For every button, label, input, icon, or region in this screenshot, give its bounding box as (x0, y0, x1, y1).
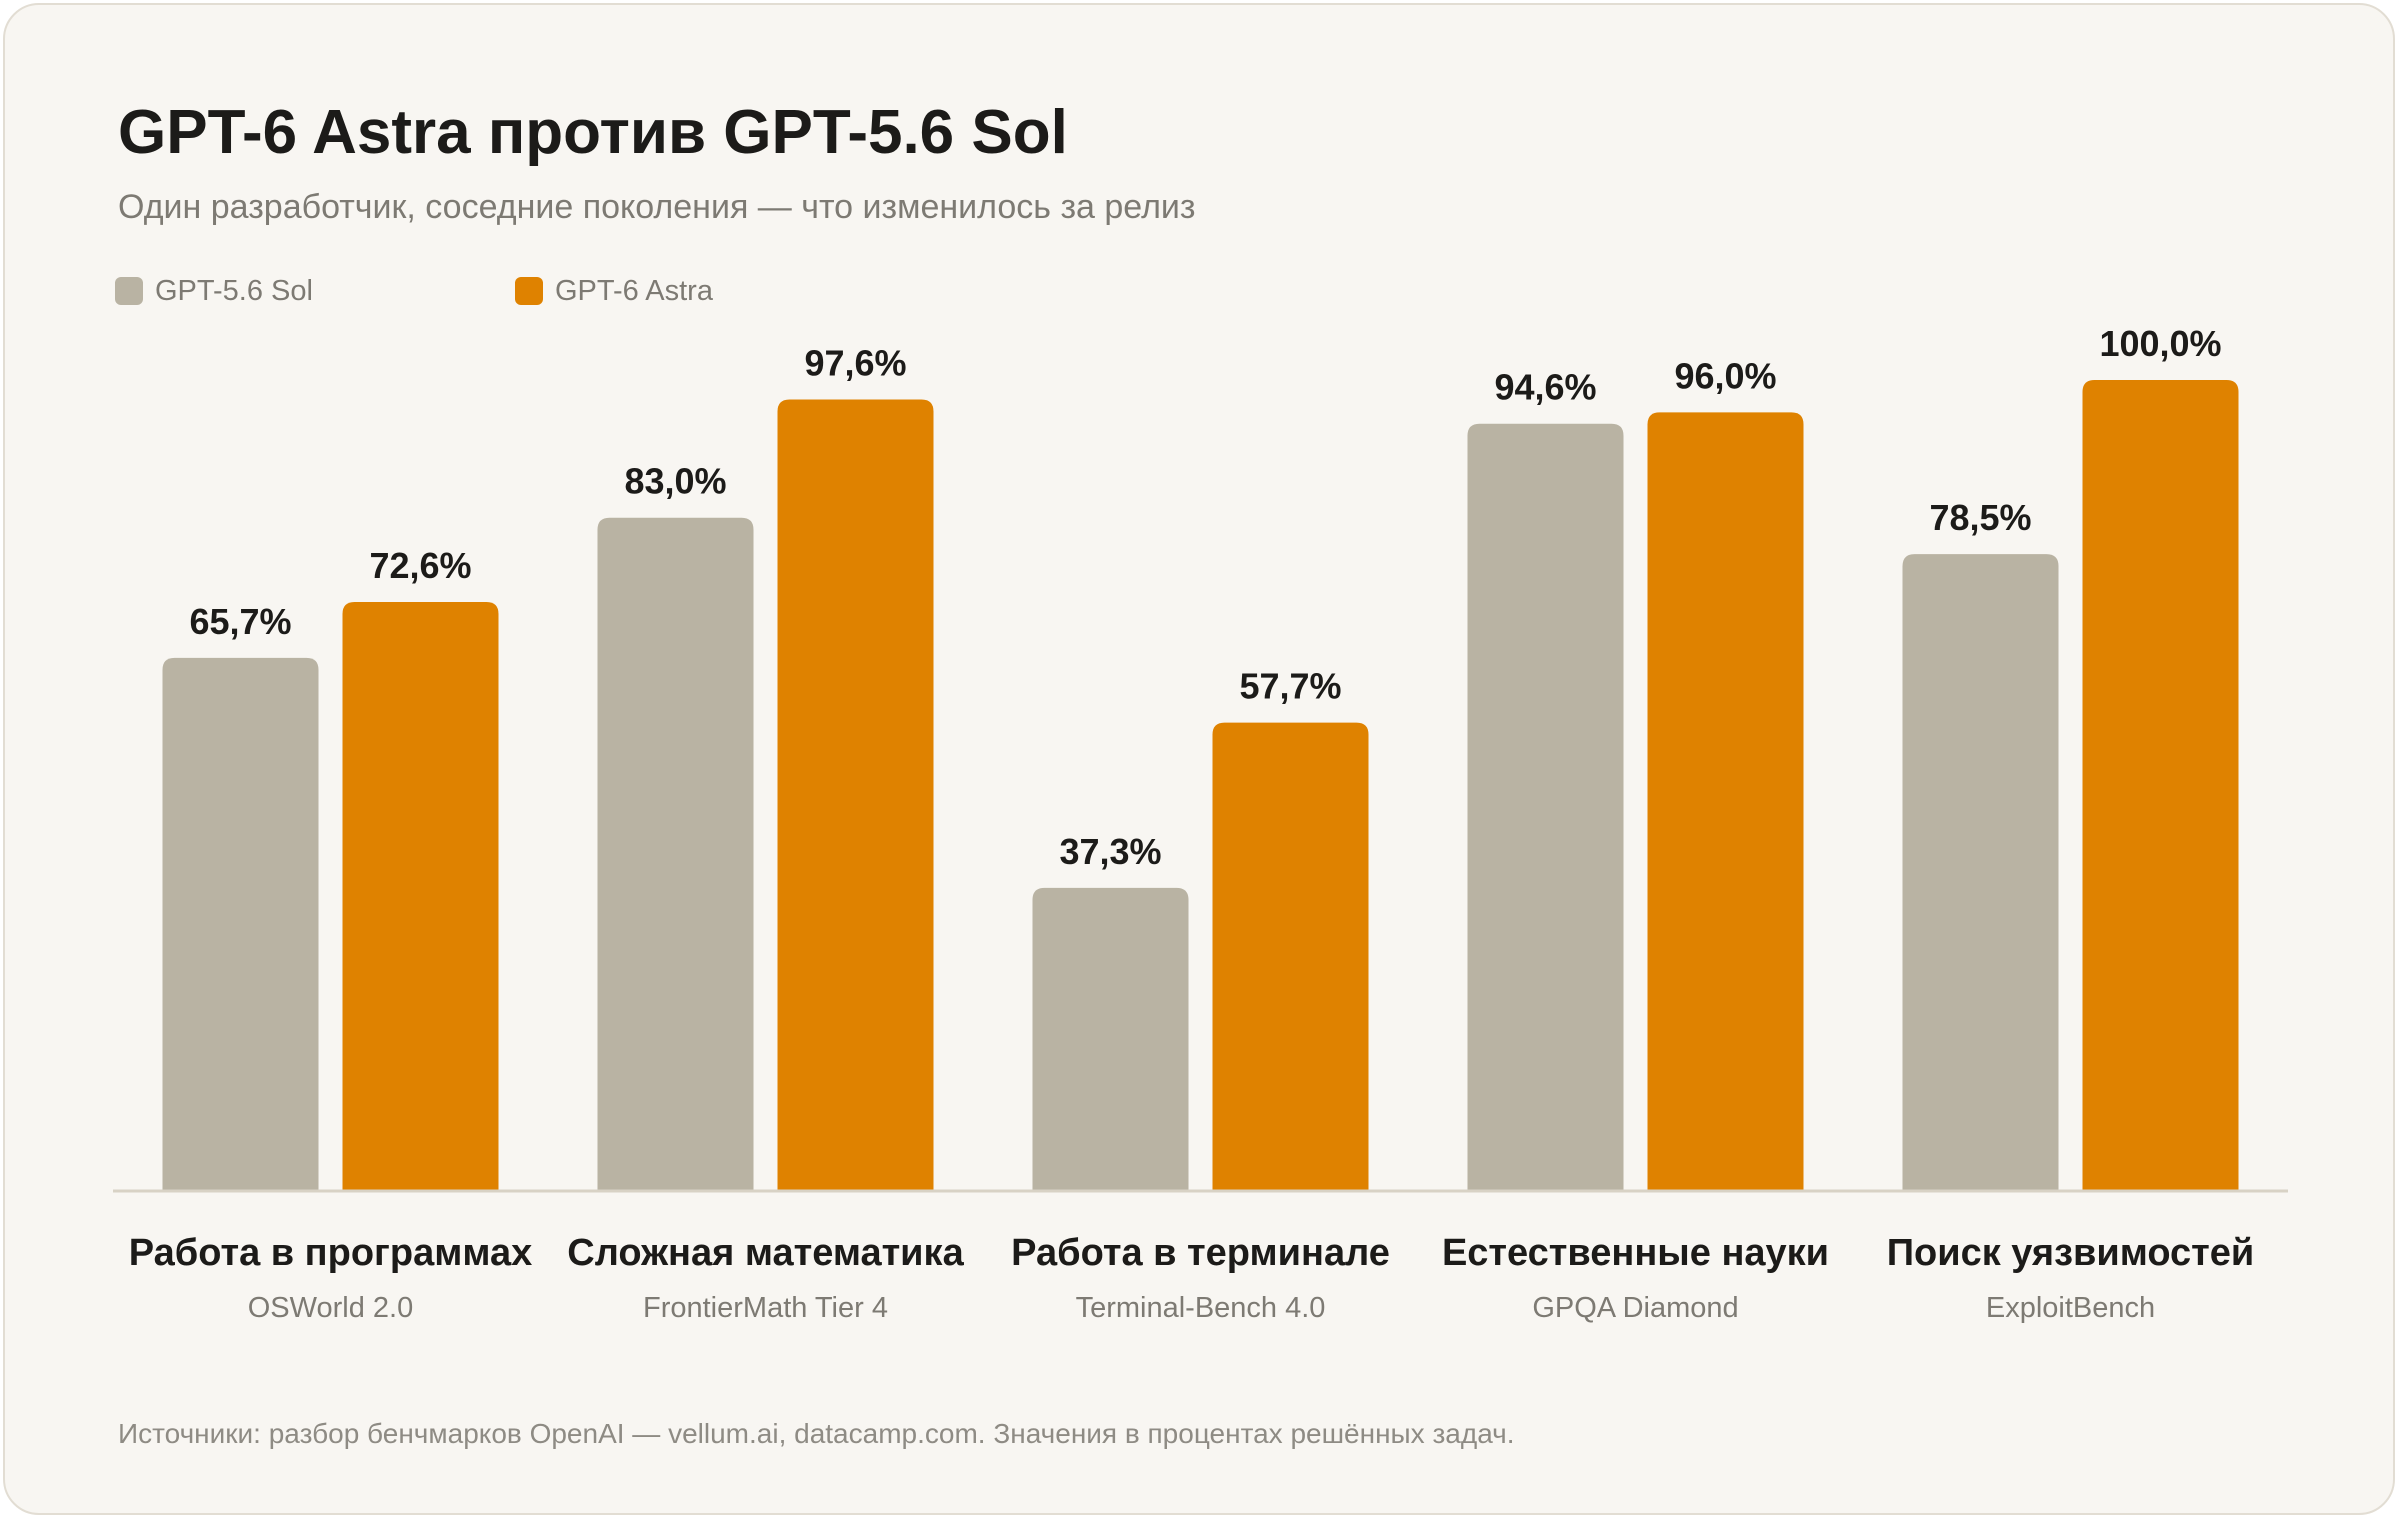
value-label-astra-2: 57,7% (1239, 666, 1341, 707)
chart-title: GPT-6 Astra против GPT-5.6 Sol (118, 98, 1068, 167)
value-label-sol-4: 78,5% (1929, 497, 2031, 538)
legend-item-sol: GPT-5.6 Sol (115, 273, 313, 309)
category-subtitle-1: FrontierMath Tier 4 (643, 1292, 888, 1324)
legend-item-astra: GPT-6 Astra (515, 273, 713, 309)
bar-astra-3 (1647, 412, 1804, 1190)
legend-label-astra: GPT-6 Astra (555, 274, 713, 307)
legend-swatch-astra (515, 277, 543, 305)
value-label-astra-3: 96,0% (1674, 355, 1776, 396)
legend-label-sol: GPT-5.6 Sol (155, 274, 313, 307)
bar-astra-4 (2082, 380, 2239, 1190)
bar-astra-0 (342, 601, 499, 1190)
value-label-sol-2: 37,3% (1059, 831, 1161, 872)
value-label-astra-1: 97,6% (804, 342, 906, 383)
value-label-sol-3: 94,6% (1494, 367, 1596, 408)
bar-sol-2 (1032, 887, 1189, 1190)
bar-astra-1 (777, 399, 934, 1190)
chart-footnote: Источники: разбор бенчмарков OpenAI — ve… (118, 1418, 1515, 1449)
category-subtitle-3: GPQA Diamond (1532, 1292, 1738, 1324)
bar-astra-2 (1212, 722, 1369, 1190)
value-label-sol-0: 65,7% (189, 601, 291, 642)
category-label-0: Работа в программах (129, 1232, 532, 1274)
category-subtitle-0: OSWorld 2.0 (248, 1292, 413, 1324)
bar-sol-0 (162, 657, 319, 1190)
legend-swatch-sol (115, 277, 143, 305)
category-label-1: Сложная математика (567, 1232, 964, 1274)
bars-group (162, 380, 2239, 1190)
bar-sol-3 (1467, 423, 1624, 1190)
bar-sol-4 (1902, 554, 2059, 1190)
category-subtitle-4: ExploitBench (1986, 1292, 2155, 1324)
chart-subtitle: Один разработчик, соседние поколения — ч… (118, 188, 1196, 226)
value-label-sol-1: 83,0% (624, 461, 726, 502)
category-label-4: Поиск уязвимостей (1887, 1232, 2255, 1274)
category-subtitle-2: Terminal-Bench 4.0 (1076, 1292, 1326, 1324)
bar-sol-1 (597, 517, 754, 1190)
category-label-2: Работа в терминале (1011, 1232, 1390, 1274)
value-label-astra-4: 100,0% (2099, 323, 2221, 364)
category-label-3: Естественные науки (1442, 1232, 1829, 1274)
value-label-astra-0: 72,6% (369, 545, 471, 586)
labels-group: 65,7% 72,6% Работа в программах OSWorld 2.0… (129, 323, 2255, 1324)
